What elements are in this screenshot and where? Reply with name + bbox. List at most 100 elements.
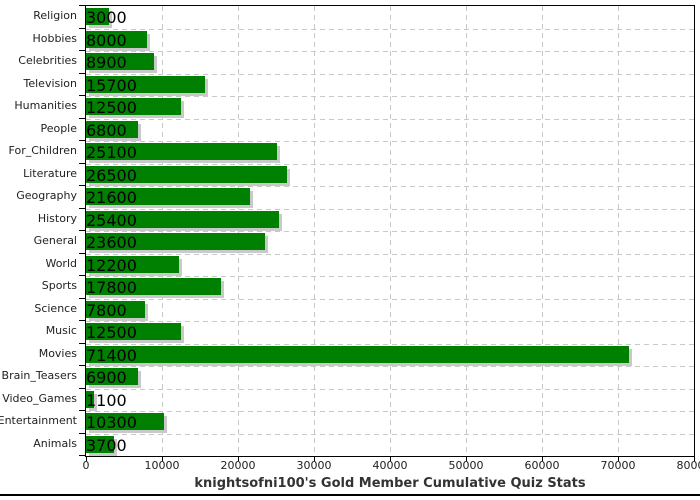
x-tick-mark: [542, 456, 543, 461]
gridline-horizontal: [86, 186, 694, 187]
category-label: Humanities: [14, 99, 77, 112]
y-tick-mark: [79, 95, 85, 96]
x-tick-mark: [694, 456, 695, 461]
y-tick-mark: [79, 163, 85, 164]
bar-history: 25400: [86, 210, 280, 230]
category-label: Video_Games: [2, 391, 77, 405]
x-tick-mark: [618, 456, 619, 461]
gridline-horizontal: [86, 321, 694, 322]
y-tick-mark: [79, 388, 85, 389]
category-label: Literature: [23, 166, 77, 180]
gridline-horizontal: [86, 208, 694, 210]
category-label: Celebrities: [18, 54, 77, 67]
bar-movies: 71400: [86, 345, 629, 365]
gridline-horizontal: [86, 388, 694, 390]
gridline-horizontal: [86, 231, 694, 232]
category-label: Religion: [33, 9, 77, 22]
gridline-horizontal: [86, 73, 694, 75]
y-tick-mark: [79, 320, 85, 321]
gridline-horizontal: [86, 51, 694, 52]
x-tick-label: 20000: [220, 459, 256, 472]
category-label: General: [33, 234, 77, 247]
category-label: Brain_Teasers: [1, 369, 77, 382]
y-tick-mark: [79, 140, 85, 141]
y-tick-mark: [79, 50, 85, 51]
y-tick-mark: [79, 433, 85, 434]
x-tick-mark: [466, 456, 467, 461]
bar-people: 6800: [86, 120, 138, 140]
category-label: Music: [45, 324, 77, 337]
gridline-horizontal: [86, 141, 694, 142]
x-tick-label: 60000: [524, 459, 560, 472]
y-tick-mark: [79, 185, 85, 186]
x-tick-label: 50000: [448, 459, 484, 472]
y-tick-mark: [79, 298, 85, 299]
y-tick-mark: [79, 118, 85, 119]
x-tick-label: 30000: [296, 459, 332, 472]
gridline-horizontal: [86, 366, 694, 367]
chart-title: knightsofni100's Gold Member Cumulative …: [194, 476, 586, 491]
category-label: Movies: [38, 346, 77, 360]
gridline-horizontal: [86, 118, 694, 120]
y-tick-mark: [79, 73, 85, 74]
category-label: Entertainment: [0, 414, 77, 427]
bar-animals: 3700: [86, 435, 127, 455]
bar-entertainment: 10300: [86, 413, 165, 432]
category-label: Geography: [16, 189, 77, 202]
y-tick-mark: [79, 5, 85, 6]
x-tick-mark: [390, 456, 391, 461]
category-label: Animals: [33, 436, 77, 450]
gridline-horizontal: [86, 163, 694, 165]
bar-science: 7800: [86, 300, 146, 320]
bar-for_children: 25100: [86, 143, 277, 162]
category-label: Television: [23, 76, 78, 90]
gridline-horizontal: [86, 276, 694, 277]
gridline-horizontal: [86, 411, 694, 412]
category-label: For_Children: [8, 144, 77, 157]
x-tick-label: 70000: [600, 459, 636, 472]
x-tick-label: 0: [82, 459, 90, 472]
y-tick-mark: [79, 343, 85, 344]
category-label: World: [45, 256, 77, 270]
x-tick-label: 40000: [372, 459, 408, 472]
gridline-horizontal: [86, 433, 694, 435]
y-tick-mark: [79, 275, 85, 276]
gridline-horizontal: [86, 343, 694, 345]
bar-religion: 3000: [86, 8, 127, 27]
plot-area: 3000 8000 8900 15700 12500 6800 25100 26500 2160…: [85, 5, 695, 457]
x-tick-mark: [86, 456, 87, 461]
y-tick-mark: [79, 365, 85, 366]
bar-general: 23600: [86, 233, 266, 252]
gridline-horizontal: [86, 253, 694, 255]
gridline-horizontal: [86, 28, 694, 30]
category-label: Hobbies: [32, 31, 77, 45]
category-label: Sports: [41, 279, 77, 292]
bar-sports: 17800: [86, 278, 222, 297]
x-tick-mark: [162, 456, 163, 461]
bar-music: 12500: [86, 323, 181, 342]
bar-geography: 21600: [86, 188, 251, 207]
y-tick-mark: [79, 208, 85, 209]
gridline-horizontal: [86, 96, 694, 97]
y-tick-mark: [79, 455, 85, 456]
bar-celebrities: 8900: [86, 53, 154, 72]
y-tick-mark: [79, 230, 85, 231]
x-tick-mark: [314, 456, 315, 461]
x-tick-label: 80000: [676, 459, 700, 472]
x-tick-mark: [238, 456, 239, 461]
y-tick-mark: [79, 28, 85, 29]
bar-literature: 26500: [86, 165, 288, 185]
category-label: Science: [34, 301, 77, 315]
gridline-horizontal: [86, 298, 694, 300]
bar-television: 15700: [86, 75, 206, 95]
bar-humanities: 12500: [86, 98, 181, 117]
bottom-border-line: [0, 494, 700, 496]
y-tick-mark: [79, 410, 85, 411]
bar-world: 12200: [86, 255, 179, 275]
bar-brain_teasers: 6900: [86, 368, 139, 387]
category-label: History: [37, 211, 77, 225]
bar-video_games: 1100: [86, 390, 127, 410]
bar-hobbies: 8000: [86, 30, 147, 50]
x-tick-label: 10000: [144, 459, 180, 472]
